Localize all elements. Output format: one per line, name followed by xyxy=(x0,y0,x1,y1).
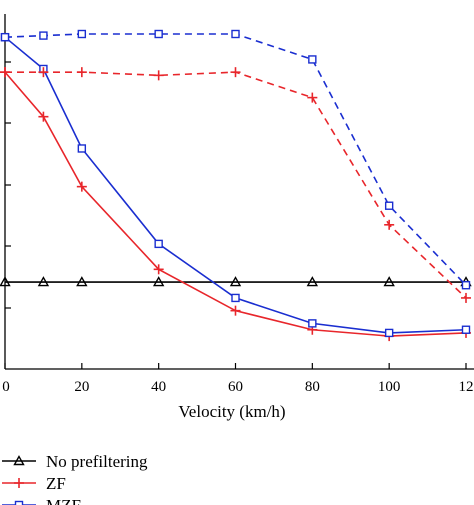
data-point xyxy=(153,264,164,275)
x-tick-label: 40 xyxy=(151,379,166,395)
data-point xyxy=(308,55,317,64)
x-tick-label: 100 xyxy=(378,379,401,395)
data-point xyxy=(0,67,10,78)
legend-marker xyxy=(14,478,24,488)
legend-item: ZF xyxy=(2,474,66,493)
data-point xyxy=(308,319,317,328)
data-point xyxy=(76,276,88,287)
data-point xyxy=(38,111,49,122)
data-point xyxy=(39,31,48,40)
legend-marker xyxy=(13,455,25,466)
data-point xyxy=(307,92,318,103)
axes xyxy=(4,14,474,370)
series-layer xyxy=(0,29,472,342)
legend-label: MZF xyxy=(46,496,81,505)
legend-item: MZF xyxy=(2,496,81,505)
data-point xyxy=(77,144,87,153)
x-tick-label: 20 xyxy=(74,379,89,395)
data-point xyxy=(77,29,87,39)
data-point xyxy=(461,325,471,334)
legend-marker xyxy=(14,500,24,505)
series-0-solid xyxy=(0,276,472,287)
data-point xyxy=(38,67,49,78)
x-tick-label: 60 xyxy=(228,379,243,395)
series-2-solid xyxy=(0,32,471,338)
series-line xyxy=(4,71,467,337)
x-axis-label: Velocity (km/h) xyxy=(178,402,285,421)
data-point xyxy=(306,276,319,287)
x-tick-label: 0 xyxy=(2,379,10,395)
data-point xyxy=(76,181,87,192)
data-point xyxy=(384,219,395,230)
data-point xyxy=(461,281,471,290)
data-point xyxy=(0,32,10,42)
data-point xyxy=(384,201,394,210)
legend-label: ZF xyxy=(46,474,66,493)
data-point xyxy=(154,239,163,249)
data-point xyxy=(231,293,240,303)
data-point xyxy=(0,276,11,287)
series-line xyxy=(4,36,467,334)
series-line xyxy=(5,71,467,299)
data-point xyxy=(230,67,241,78)
data-point xyxy=(461,292,471,303)
data-point xyxy=(231,29,240,39)
x-tick-label: 12 xyxy=(459,379,474,395)
data-point xyxy=(153,70,164,81)
data-point xyxy=(152,276,165,287)
series-3-dashed xyxy=(0,67,471,303)
series-4-dashed xyxy=(0,29,471,290)
x-tick-label: 80 xyxy=(305,379,320,395)
data-point xyxy=(230,305,241,316)
series-line xyxy=(4,33,467,286)
data-point xyxy=(383,276,395,287)
legend-item: No prefiltering xyxy=(2,452,148,471)
data-point xyxy=(37,276,50,287)
data-point xyxy=(154,29,163,39)
data-point xyxy=(229,276,242,287)
legend-label: No prefiltering xyxy=(46,452,148,471)
x-tick-labels: 0 20 40 60 80 100 12 xyxy=(2,379,473,395)
legend: No prefiltering ZF MZF xyxy=(2,452,148,505)
data-point xyxy=(76,67,87,78)
data-point xyxy=(384,328,394,338)
